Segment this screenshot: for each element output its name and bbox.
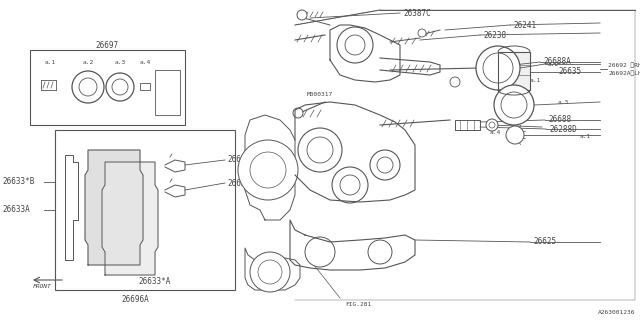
Circle shape (106, 73, 134, 101)
Bar (155, 70, 180, 115)
Text: 26633A: 26633A (2, 205, 29, 214)
Polygon shape (498, 52, 530, 90)
Text: 26688A: 26688A (543, 58, 571, 67)
Text: a.4: a.4 (490, 131, 501, 135)
Text: 26288D: 26288D (549, 124, 577, 133)
Bar (140, 83, 150, 90)
Circle shape (377, 157, 393, 173)
Text: 26697: 26697 (95, 41, 118, 50)
Circle shape (112, 79, 128, 95)
Circle shape (368, 240, 392, 264)
Circle shape (506, 126, 524, 144)
Circle shape (298, 128, 342, 172)
Text: a.3: a.3 (115, 60, 125, 66)
Circle shape (483, 53, 513, 83)
Circle shape (238, 140, 298, 200)
Circle shape (305, 237, 335, 267)
Text: 26625: 26625 (533, 237, 556, 246)
Text: 26692A〈LH〉: 26692A〈LH〉 (608, 70, 640, 76)
Text: 26633*B: 26633*B (2, 178, 35, 187)
Text: a.2: a.2 (83, 60, 93, 66)
Text: 26635: 26635 (558, 68, 581, 76)
Circle shape (297, 10, 307, 20)
Circle shape (332, 167, 368, 203)
Circle shape (450, 77, 460, 87)
Circle shape (72, 71, 104, 103)
Circle shape (501, 92, 527, 118)
Bar (55, 130, 235, 290)
Text: 26632: 26632 (227, 156, 250, 164)
Circle shape (337, 27, 373, 63)
Text: 26692 〈RH〉: 26692 〈RH〉 (608, 62, 640, 68)
Text: 26241: 26241 (513, 20, 536, 29)
Text: 26238: 26238 (483, 30, 506, 39)
Bar (30, 50, 185, 125)
Circle shape (307, 137, 333, 163)
Text: A263001236: A263001236 (598, 309, 635, 315)
Circle shape (489, 122, 495, 128)
Circle shape (494, 85, 534, 125)
Text: a.3: a.3 (558, 100, 569, 106)
Circle shape (480, 61, 494, 75)
Text: a.1: a.1 (530, 77, 541, 83)
Circle shape (340, 175, 360, 195)
Text: FIG.281: FIG.281 (345, 302, 371, 308)
Circle shape (476, 46, 520, 90)
Circle shape (250, 152, 286, 188)
Circle shape (250, 252, 290, 292)
Circle shape (79, 78, 97, 96)
Text: 26633*A: 26633*A (139, 277, 171, 286)
Text: 26387C: 26387C (403, 9, 431, 18)
Text: M000317: M000317 (307, 92, 333, 98)
Text: 26632: 26632 (227, 179, 250, 188)
Circle shape (486, 119, 498, 131)
Text: 26696A: 26696A (121, 295, 149, 305)
Text: a.1: a.1 (44, 60, 56, 66)
Text: a.2: a.2 (548, 61, 559, 67)
Circle shape (418, 29, 426, 37)
Circle shape (370, 150, 400, 180)
Circle shape (345, 35, 365, 55)
Text: a.4: a.4 (140, 60, 150, 66)
Text: 26688: 26688 (548, 116, 571, 124)
Polygon shape (85, 150, 143, 265)
Text: FRONT: FRONT (33, 284, 52, 290)
Circle shape (258, 260, 282, 284)
Circle shape (293, 108, 303, 118)
Polygon shape (102, 162, 158, 275)
Text: a.1: a.1 (580, 134, 591, 140)
